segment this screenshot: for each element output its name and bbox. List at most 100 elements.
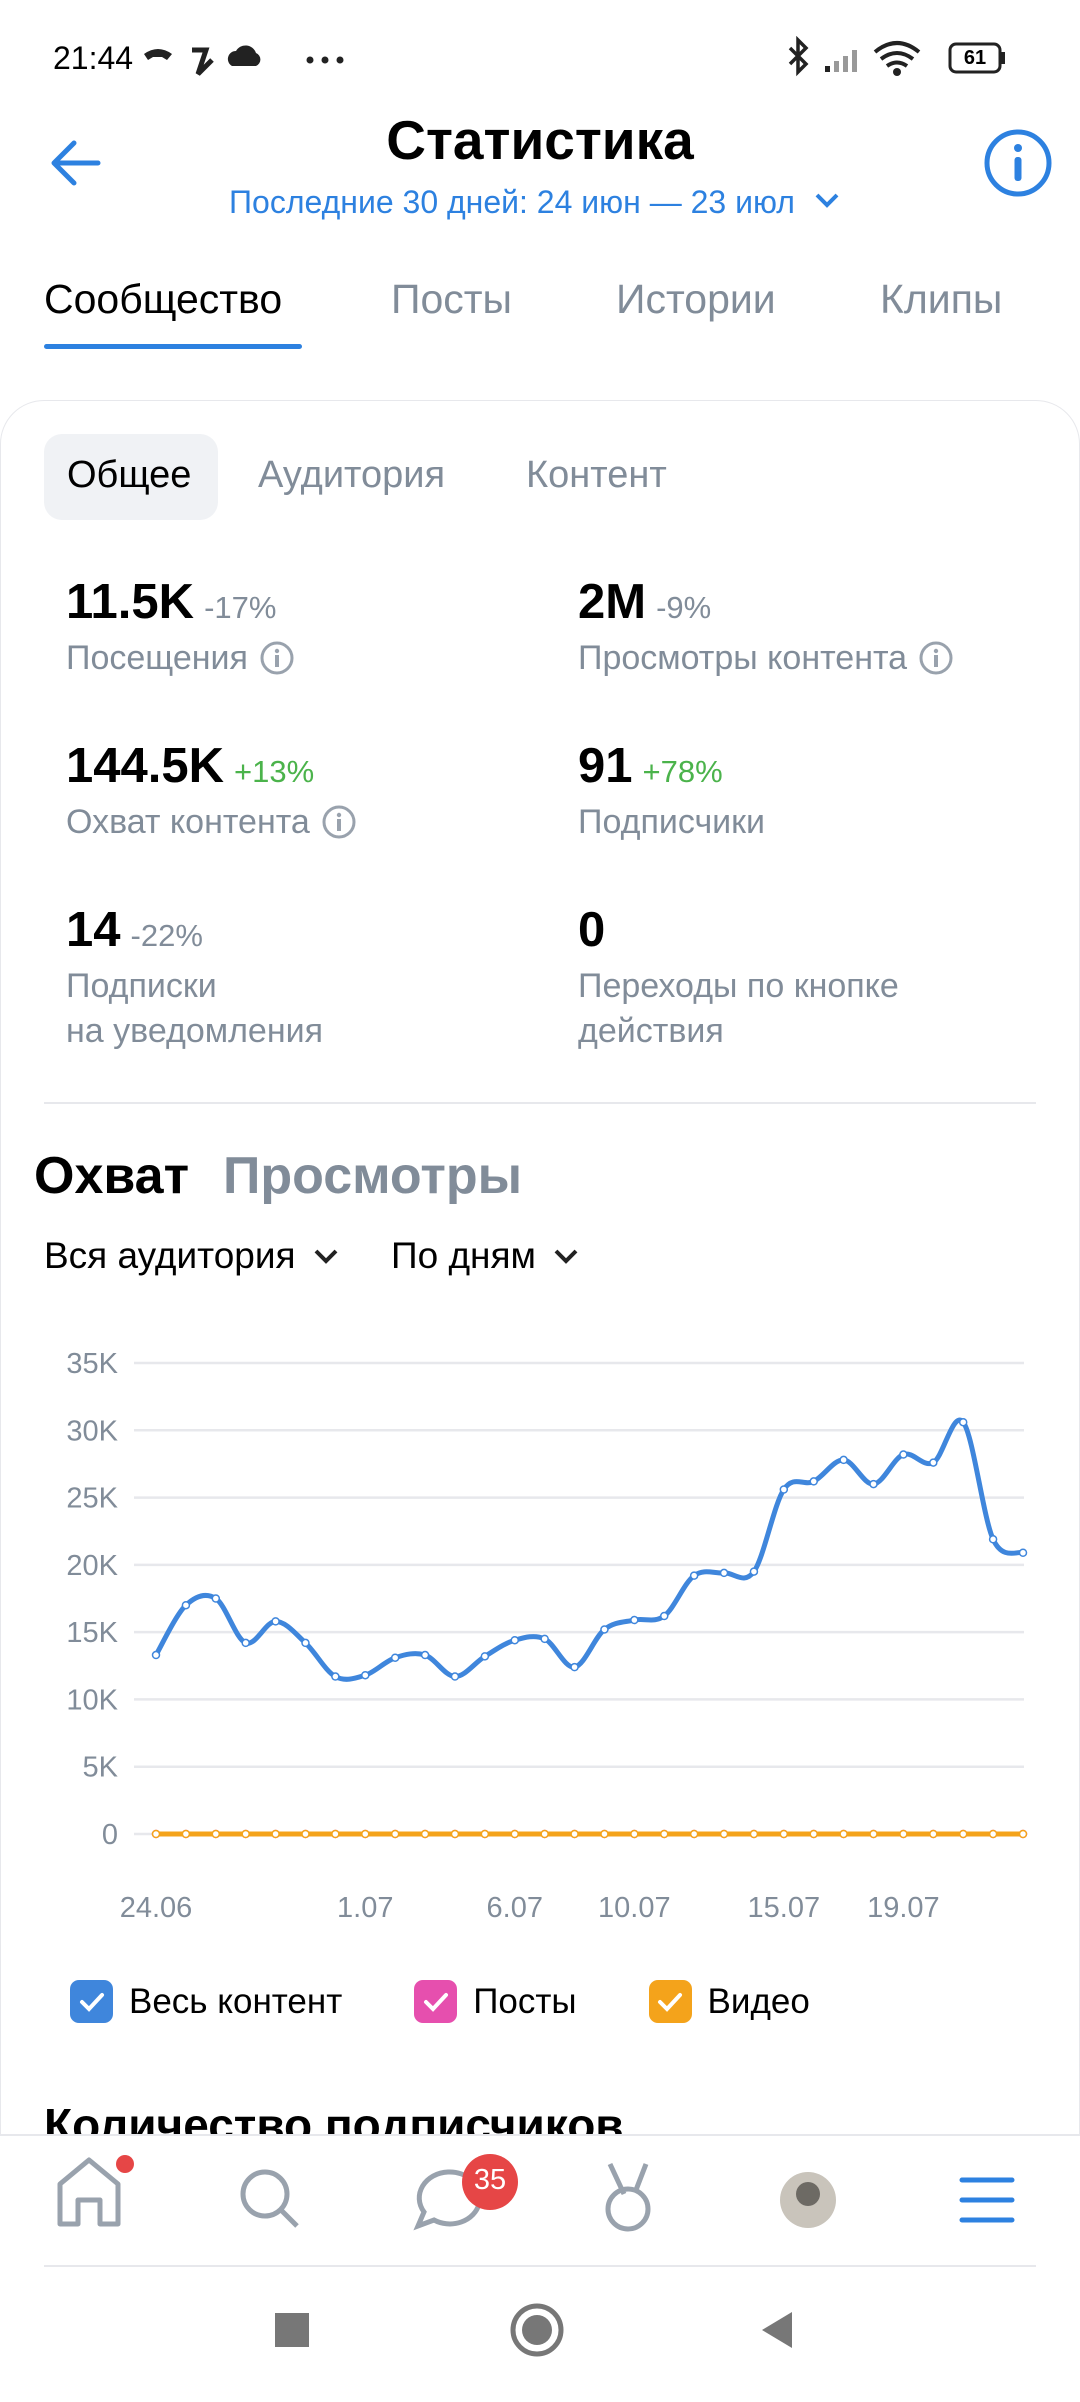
data-point: [271, 1829, 280, 1839]
data-point: [958, 1829, 968, 1839]
stat-value-row: 144.5K +13%: [66, 738, 358, 794]
messages-badge: 35: [473, 2164, 507, 2196]
stat-value: 2M: [578, 575, 647, 629]
info-icon[interactable]: [917, 639, 955, 677]
check: [79, 1992, 104, 2012]
legend-label: Весь контент: [129, 1981, 343, 2021]
y-tick-label: 0: [102, 1819, 118, 1851]
audience-filter[interactable]: Вся аудитория: [44, 1235, 350, 1277]
data-point: [540, 1634, 549, 1644]
subtab[interactable]: Аудитория: [258, 454, 446, 496]
stat-change: -22%: [130, 918, 203, 953]
chevron: [314, 1249, 337, 1264]
info-icon[interactable]: [258, 639, 296, 677]
check: [423, 1992, 448, 2012]
data-point: [151, 1650, 161, 1660]
data-point: [929, 1829, 938, 1839]
legend-checkbox: [414, 1980, 458, 2023]
data-point: [839, 1829, 848, 1839]
status-time: 21:44: [53, 40, 134, 76]
data-point: [988, 1829, 998, 1839]
data-point: [839, 1455, 848, 1465]
data-point: [390, 1653, 400, 1662]
data-point: [480, 1829, 490, 1839]
profile-avatar[interactable]: [780, 2172, 836, 2228]
data-point: [659, 1829, 669, 1839]
stat-label-row: Подписки на уведомления: [66, 964, 323, 1054]
stat: 0 Переходы по кнопке действия: [578, 902, 899, 1054]
y-tick-label: 15K: [66, 1617, 118, 1649]
data-point: [151, 1829, 161, 1839]
data-point: [331, 1829, 340, 1839]
chart-tab[interactable]: Просмотры: [223, 1147, 523, 1205]
menu-icon[interactable]: [959, 2177, 1015, 2223]
data-point: [958, 1417, 968, 1427]
period-filter[interactable]: По дням: [391, 1235, 590, 1277]
stat-value-row: 14 -22%: [66, 902, 323, 958]
stat-label: Переходы по кнопке действия: [578, 967, 899, 1050]
data-point: [301, 1638, 310, 1648]
stat: 144.5K +13% Охват контента: [66, 738, 358, 845]
stat: 2M -9% Просмотры контента: [578, 574, 955, 681]
subtab-pill: [44, 434, 218, 520]
info-button[interactable]: [983, 128, 1053, 198]
stat-label: Посещения: [66, 639, 248, 677]
legend-item[interactable]: Видео: [648, 1980, 810, 2023]
stat-value: 91: [578, 739, 633, 793]
data-point: [331, 1672, 340, 1681]
tab-active[interactable]: Сообщество: [44, 276, 283, 322]
data-point: [361, 1829, 370, 1839]
search-icon[interactable]: [240, 2169, 299, 2228]
period-selector[interactable]: Последние 30 дней: 24 июн — 23 июл: [0, 184, 1080, 221]
data-point: [779, 1829, 789, 1839]
tab[interactable]: Клипы: [880, 276, 1003, 322]
home-button[interactable]: [510, 2303, 564, 2357]
stat-value-row: 91 +78%: [578, 738, 765, 794]
subtab-active[interactable]: Общее: [67, 454, 192, 496]
check: [658, 1992, 683, 2012]
data-point: [450, 1829, 460, 1839]
stat-value: 0: [578, 903, 606, 957]
data-point: [600, 1829, 609, 1839]
stat-label-row: Просмотры контента: [578, 636, 955, 681]
data-point: [899, 1829, 908, 1839]
stat-change: +78%: [642, 754, 723, 789]
home-icon[interactable]: [57, 2157, 121, 2227]
y-tick-label: 35K: [66, 1348, 118, 1380]
tab-underline: [44, 344, 302, 349]
clips-icon[interactable]: [605, 2162, 651, 2232]
data-point: [630, 1615, 639, 1625]
filter-text: Вся аудитория: [44, 1235, 296, 1276]
stat-label-row: Посещения: [66, 636, 296, 681]
stat-change: +13%: [234, 754, 315, 789]
chart-tab-active[interactable]: Охват: [34, 1147, 190, 1205]
divider: [44, 1102, 1036, 1104]
status-icons: [144, 45, 344, 76]
tab[interactable]: Истории: [616, 276, 776, 322]
stat: 14 -22% Подписки на уведомления: [66, 902, 323, 1054]
series-line: [153, 1417, 1025, 1682]
stat-label-row: Подписчики: [578, 800, 765, 845]
back-button[interactable]: [48, 138, 104, 188]
data-point: [779, 1485, 789, 1494]
data-point: [749, 1829, 759, 1839]
tab[interactable]: Посты: [391, 276, 513, 322]
recent-apps-button[interactable]: [275, 2313, 309, 2347]
stat-value: 11.5K: [66, 575, 195, 629]
x-tick-label: 15.07: [748, 1892, 821, 1924]
legend-label: Видео: [707, 1981, 810, 2021]
data-point: [241, 1638, 250, 1648]
back-system-button[interactable]: [762, 2312, 792, 2348]
stat-value: 14: [66, 903, 121, 957]
subtab[interactable]: Контент: [526, 454, 667, 496]
data-point: [361, 1670, 370, 1680]
data-point: [540, 1829, 549, 1839]
data-point: [719, 1829, 729, 1839]
data-point: [600, 1625, 609, 1634]
legend-item[interactable]: Весь контент: [70, 1980, 342, 2023]
data-point: [570, 1829, 579, 1839]
data-point: [510, 1829, 520, 1839]
legend-item[interactable]: Посты: [414, 1980, 577, 2023]
stat: 11.5K -17% Посещения: [66, 574, 296, 681]
info-icon[interactable]: [320, 803, 358, 841]
